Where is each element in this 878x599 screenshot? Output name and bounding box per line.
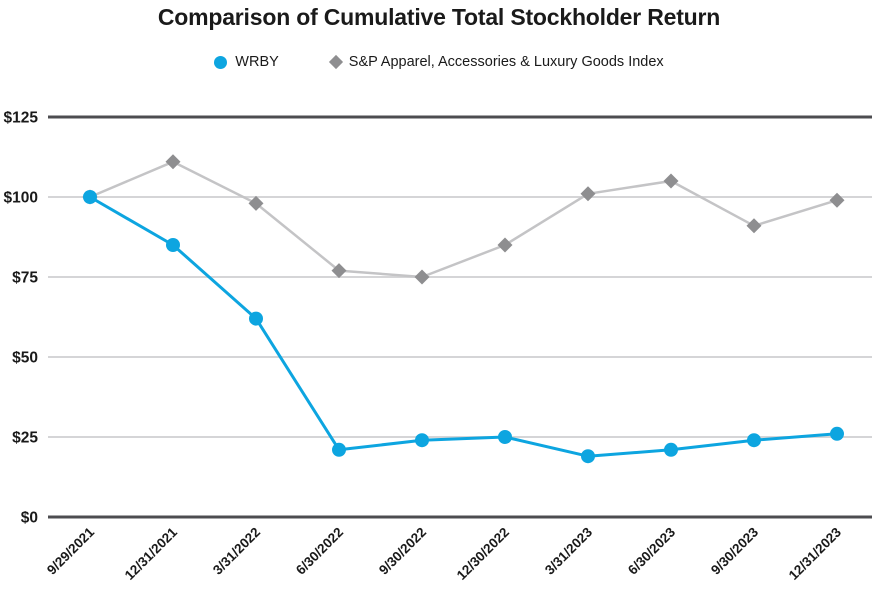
data-point-marker-wrby: [83, 190, 97, 204]
x-tick-label: 12/31/2023: [786, 524, 845, 583]
data-point-marker-sp-index: [331, 263, 347, 279]
data-point-marker-wrby: [498, 430, 512, 444]
data-point-marker-wrby: [166, 238, 180, 252]
chart-legend: WRBY S&P Apparel, Accessories & Luxury G…: [0, 54, 878, 70]
data-point-marker-wrby: [332, 442, 346, 457]
data-point-marker-wrby: [664, 442, 678, 457]
data-point-marker-wrby: [747, 433, 761, 448]
x-tick-label: 6/30/2022: [293, 525, 346, 578]
x-tick-label: 12/30/2022: [454, 525, 512, 583]
data-point-marker-sp-index: [414, 269, 430, 285]
data-point-marker-sp-index: [829, 192, 845, 208]
data-point-marker-sp-index: [248, 195, 264, 211]
x-tick-label: 9/29/2021: [44, 524, 97, 577]
legend-item-sp-index: S&P Apparel, Accessories & Luxury Goods …: [328, 54, 664, 70]
sp-diamond-marker-icon: [328, 54, 343, 70]
data-point-marker-wrby: [581, 449, 595, 464]
y-tick-label: $50: [12, 350, 38, 367]
x-tick-label: 3/31/2023: [542, 524, 595, 577]
data-point-marker-sp-index: [746, 218, 762, 234]
x-tick-label: 12/31/2021: [122, 524, 181, 583]
y-tick-label: $25: [12, 430, 38, 447]
legend-label-sp-index: S&P Apparel, Accessories & Luxury Goods …: [348, 54, 664, 70]
wrby-circle-marker-icon: [214, 55, 228, 69]
data-point-marker-wrby: [830, 426, 844, 441]
data-point-marker-wrby: [415, 433, 429, 448]
y-tick-label: $125: [4, 110, 39, 127]
data-point-marker-wrby: [249, 311, 263, 326]
data-point-marker-sp-index: [663, 173, 679, 189]
y-tick-label: $100: [4, 190, 38, 207]
x-tick-label: 6/30/2023: [625, 524, 678, 577]
data-point-marker-sp-index: [580, 186, 596, 202]
legend-label-wrby: WRBY: [235, 54, 279, 70]
y-tick-label: $0: [21, 510, 38, 527]
series-line-sp-index: [88, 160, 839, 279]
data-point-marker-sp-index: [497, 237, 513, 253]
x-tick-label: 9/30/2022: [376, 525, 429, 578]
data-point-marker-sp-index: [165, 154, 181, 170]
x-tick-label: 3/31/2022: [210, 525, 263, 578]
chart-title: Comparison of Cumulative Total Stockhold…: [157, 4, 721, 30]
x-tick-label: 9/30/2023: [708, 524, 761, 577]
y-tick-label: $75: [12, 270, 38, 287]
legend-item-wrby: WRBY: [214, 54, 279, 70]
series-line-wrby: [88, 195, 839, 458]
